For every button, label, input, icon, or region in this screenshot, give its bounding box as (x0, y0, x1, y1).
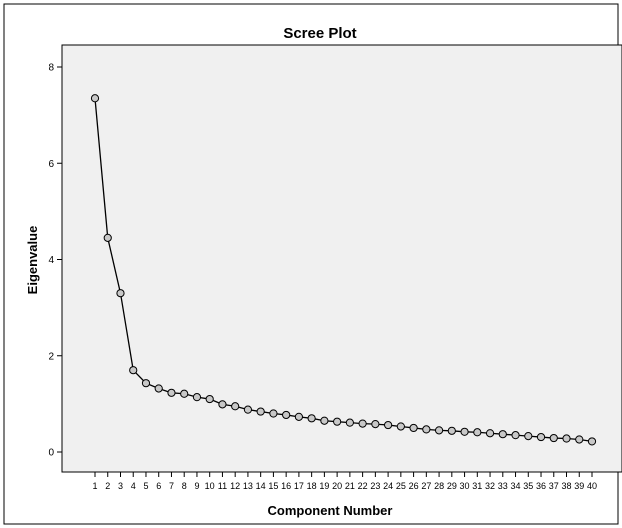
x-tick-label: 4 (131, 481, 136, 491)
x-tick-label: 39 (574, 481, 584, 491)
x-tick-label: 23 (370, 481, 380, 491)
data-point (511, 431, 520, 440)
data-point (294, 412, 303, 421)
data-point (473, 428, 482, 437)
x-tick-label: 34 (511, 481, 521, 491)
plot-area (61, 44, 622, 473)
x-axis-label: Component Number (268, 503, 393, 518)
x-tick-label: 18 (307, 481, 317, 491)
data-point (587, 437, 597, 446)
x-tick-label: 40 (587, 481, 597, 491)
x-tick-label: 14 (256, 481, 266, 491)
y-tick-label: 2 (48, 351, 54, 362)
data-point (549, 433, 558, 443)
data-point (154, 384, 163, 393)
data-point (256, 407, 265, 416)
y-tick-label: 4 (48, 255, 54, 266)
x-tick-label: 21 (345, 481, 355, 491)
data-point (243, 405, 253, 414)
x-tick-label: 12 (230, 481, 240, 491)
x-tick-label: 35 (523, 481, 533, 491)
data-point (90, 94, 100, 103)
data-point (180, 389, 189, 398)
data-point (192, 393, 202, 402)
data-point (103, 233, 112, 242)
data-point (231, 402, 240, 411)
data-point (396, 422, 405, 431)
x-tick-label: 28 (434, 481, 444, 491)
data-point (320, 416, 329, 425)
data-point (129, 366, 138, 375)
data-points (90, 94, 597, 446)
data-point (422, 425, 431, 434)
x-tick-label: 2 (105, 481, 110, 491)
x-tick-label: 9 (194, 481, 199, 491)
x-tick-label: 37 (549, 481, 559, 491)
x-tick-label: 8 (182, 481, 187, 491)
data-point (205, 394, 214, 404)
x-tick-label: 30 (460, 481, 470, 491)
y-tick-label: 0 (48, 448, 54, 459)
data-point (409, 423, 418, 433)
data-point (282, 410, 291, 420)
x-tick-label: 24 (383, 481, 393, 491)
data-point (434, 426, 444, 435)
y-axis-label: Eigenvalue (25, 226, 40, 295)
x-tick-label: 5 (143, 481, 148, 491)
data-point (307, 414, 316, 423)
y-axis-ticks: 0 2 4 6 8 (48, 63, 62, 459)
chart-title: Scree Plot (283, 25, 356, 42)
x-tick-label: 7 (169, 481, 174, 491)
data-point (447, 426, 456, 435)
x-tick-label: 20 (332, 481, 342, 491)
data-point (460, 427, 469, 436)
x-tick-label: 10 (205, 481, 215, 491)
data-point (116, 289, 125, 298)
x-tick-label: 11 (218, 481, 227, 491)
x-tick-label: 6 (156, 481, 161, 491)
x-tick-label: 33 (498, 481, 508, 491)
x-tick-label: 36 (536, 481, 546, 491)
x-tick-label: 25 (396, 481, 406, 491)
x-tick-label: 16 (281, 481, 291, 491)
x-tick-label: 31 (472, 481, 482, 491)
data-point (562, 434, 571, 443)
x-tick-label: 27 (421, 481, 431, 491)
x-tick-label: 29 (447, 481, 457, 491)
data-point (384, 420, 393, 430)
data-point (358, 419, 367, 428)
data-point (575, 435, 584, 444)
data-point (269, 409, 278, 418)
x-tick-label: 15 (268, 481, 278, 491)
data-point (371, 419, 380, 429)
data-point (345, 418, 354, 427)
y-tick-label: 8 (48, 63, 54, 74)
data-point (141, 379, 151, 388)
data-point (524, 432, 533, 441)
data-point (485, 429, 495, 438)
x-tick-label: 26 (409, 481, 419, 491)
data-point (536, 432, 546, 442)
x-tick-label: 1 (92, 481, 97, 491)
x-tick-label: 32 (485, 481, 495, 491)
x-tick-label: 38 (562, 481, 572, 491)
data-point (333, 417, 342, 426)
y-tick-label: 6 (48, 159, 54, 170)
x-tick-label: 13 (243, 481, 253, 491)
series-line (94, 98, 593, 443)
data-point (498, 430, 507, 439)
x-tick-label: 19 (319, 481, 329, 491)
x-tick-label: 22 (358, 481, 368, 491)
data-point (218, 400, 227, 409)
data-point (167, 388, 176, 397)
x-axis-ticks: 1 2 3 4 5 6 7 8 9 10 11 12 13 14 15 16 17 18 19 20 21 22 23 24 2… (92, 472, 597, 491)
x-tick-label: 17 (294, 481, 304, 491)
x-tick-label: 3 (118, 481, 123, 491)
